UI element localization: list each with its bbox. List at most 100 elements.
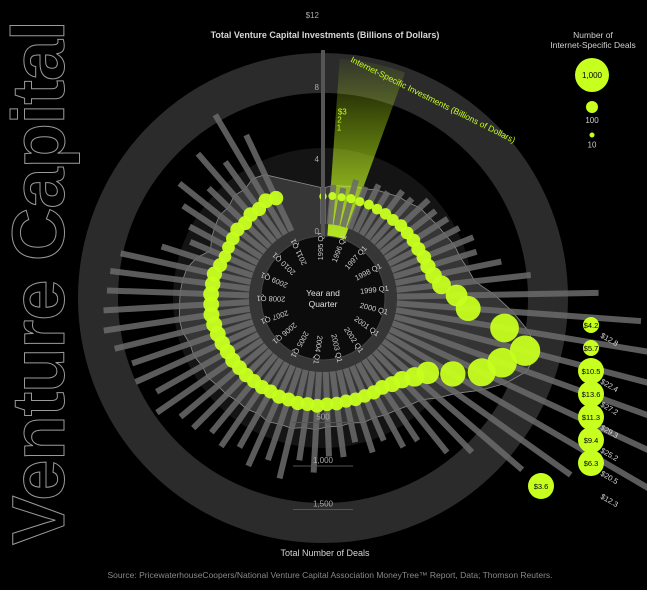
callout-bubble	[528, 473, 554, 499]
vc-axis-tick: 8	[315, 83, 320, 92]
callout-internet-value: $4.2	[584, 321, 599, 330]
center-label-2: Quarter	[309, 299, 338, 309]
internet-dot	[455, 296, 481, 322]
callout-bubble	[578, 450, 604, 476]
vc-bar	[131, 319, 254, 367]
internet-axis-wedge	[327, 58, 406, 242]
vc-bar	[342, 367, 376, 454]
internet-dot	[509, 335, 541, 366]
callout-internet-value: $9.4	[584, 436, 599, 445]
vc-bar	[155, 331, 260, 395]
internet-dot	[363, 199, 374, 210]
vc-bar	[120, 250, 252, 285]
quarter-label: 1999 Q1	[360, 284, 390, 296]
top-axis-title: Total Venture Capital Investments (Billi…	[210, 30, 440, 40]
quarter-label: 2004 Q1	[311, 335, 324, 365]
vc-bar	[349, 364, 387, 442]
vc-bar	[177, 180, 268, 255]
center-label-1: Year and	[306, 288, 340, 298]
vc-bar	[103, 299, 250, 314]
vc-bar	[340, 179, 360, 228]
vc-bar	[296, 370, 316, 461]
vc-axis-tick: $12	[306, 11, 320, 20]
vc-bar	[391, 320, 647, 419]
deals-axis-tick: 1,000	[313, 456, 334, 465]
vc-bar	[181, 203, 263, 260]
legend-bubble	[586, 101, 598, 113]
internet-dot	[467, 358, 496, 387]
callout-internet-value: $6.3	[584, 459, 599, 468]
internet-dot	[328, 192, 337, 201]
vc-bar	[346, 185, 369, 230]
legend-title-line-1: Number of	[573, 30, 613, 40]
internet-dot	[355, 197, 365, 207]
vc-bar	[329, 371, 347, 458]
callout-bubble	[583, 340, 599, 356]
internet-dot	[346, 194, 356, 204]
vc-bar	[222, 160, 283, 240]
legend-bubble	[589, 132, 595, 138]
vc-bar	[396, 300, 642, 325]
vc-bar	[160, 243, 254, 279]
callout-bubble	[578, 358, 604, 384]
vc-axis-tick: 0	[315, 227, 320, 236]
vc-bar	[390, 234, 475, 274]
vc-bar	[393, 313, 647, 386]
legend-label: 100	[585, 116, 599, 125]
deals-axis-tick: 500	[316, 413, 330, 422]
legend-title-line-2: Internet-Specific Deals	[550, 40, 636, 50]
vc-bar	[396, 272, 532, 293]
side-title: Venture Capital	[0, 21, 81, 546]
callout-bubble	[578, 404, 604, 430]
vc-bar	[218, 357, 284, 449]
internet-axis-tick: 2	[337, 115, 342, 124]
internet-dot	[432, 275, 451, 295]
callout-bubble	[583, 317, 599, 333]
legend-bubble	[575, 58, 609, 92]
legend-title: Number of Internet-Specific Deals	[548, 30, 638, 50]
vc-bar	[396, 289, 599, 300]
source-note: Source: PricewaterhouseCoopers/National …	[107, 570, 553, 580]
vc-bar	[361, 358, 421, 443]
internet-dot	[490, 313, 519, 343]
vc-bar	[385, 332, 647, 491]
callout-internet-value: $13.6	[582, 390, 601, 399]
vc-bar	[394, 258, 502, 287]
vc-bar	[103, 305, 251, 334]
vc-bar	[134, 325, 257, 385]
vc-bar	[322, 371, 332, 457]
callout-internet-value: $11.3	[582, 413, 600, 422]
vc-bar	[381, 338, 573, 478]
vc-bar	[206, 185, 272, 249]
internet-dot	[337, 193, 346, 202]
callout-internet-value: $10.5	[582, 367, 601, 376]
deals-axis-tick: 1,500	[313, 500, 334, 509]
internet-dot	[440, 361, 466, 387]
callout-internet-value: $3.6	[534, 482, 549, 491]
vc-bar	[276, 369, 309, 480]
vc-bar	[265, 367, 303, 462]
vc-bar	[109, 268, 250, 292]
vc-bar	[191, 348, 273, 431]
total-vc-bars	[103, 113, 647, 491]
vc-bar	[243, 133, 295, 233]
internet-axis-tick: 1	[337, 123, 342, 132]
vc-bar	[326, 184, 337, 225]
legend-label: 1,000	[582, 71, 603, 80]
callout-internet-value: $5.7	[584, 344, 599, 353]
vc-bar	[106, 287, 250, 299]
vc-bar	[372, 349, 475, 455]
internet-dot	[268, 190, 284, 206]
bottom-axis-title: Total Number of Deals	[280, 548, 370, 558]
internet-deal-dots	[203, 190, 541, 413]
internet-dot	[371, 203, 383, 215]
callout-bubble	[578, 381, 604, 407]
vc-bar	[236, 361, 290, 449]
vc-bar	[245, 364, 296, 468]
callout-total-value: $12.3	[599, 492, 620, 509]
vc-bar	[355, 361, 406, 449]
quarter-label: 2008 Q1	[256, 294, 285, 304]
